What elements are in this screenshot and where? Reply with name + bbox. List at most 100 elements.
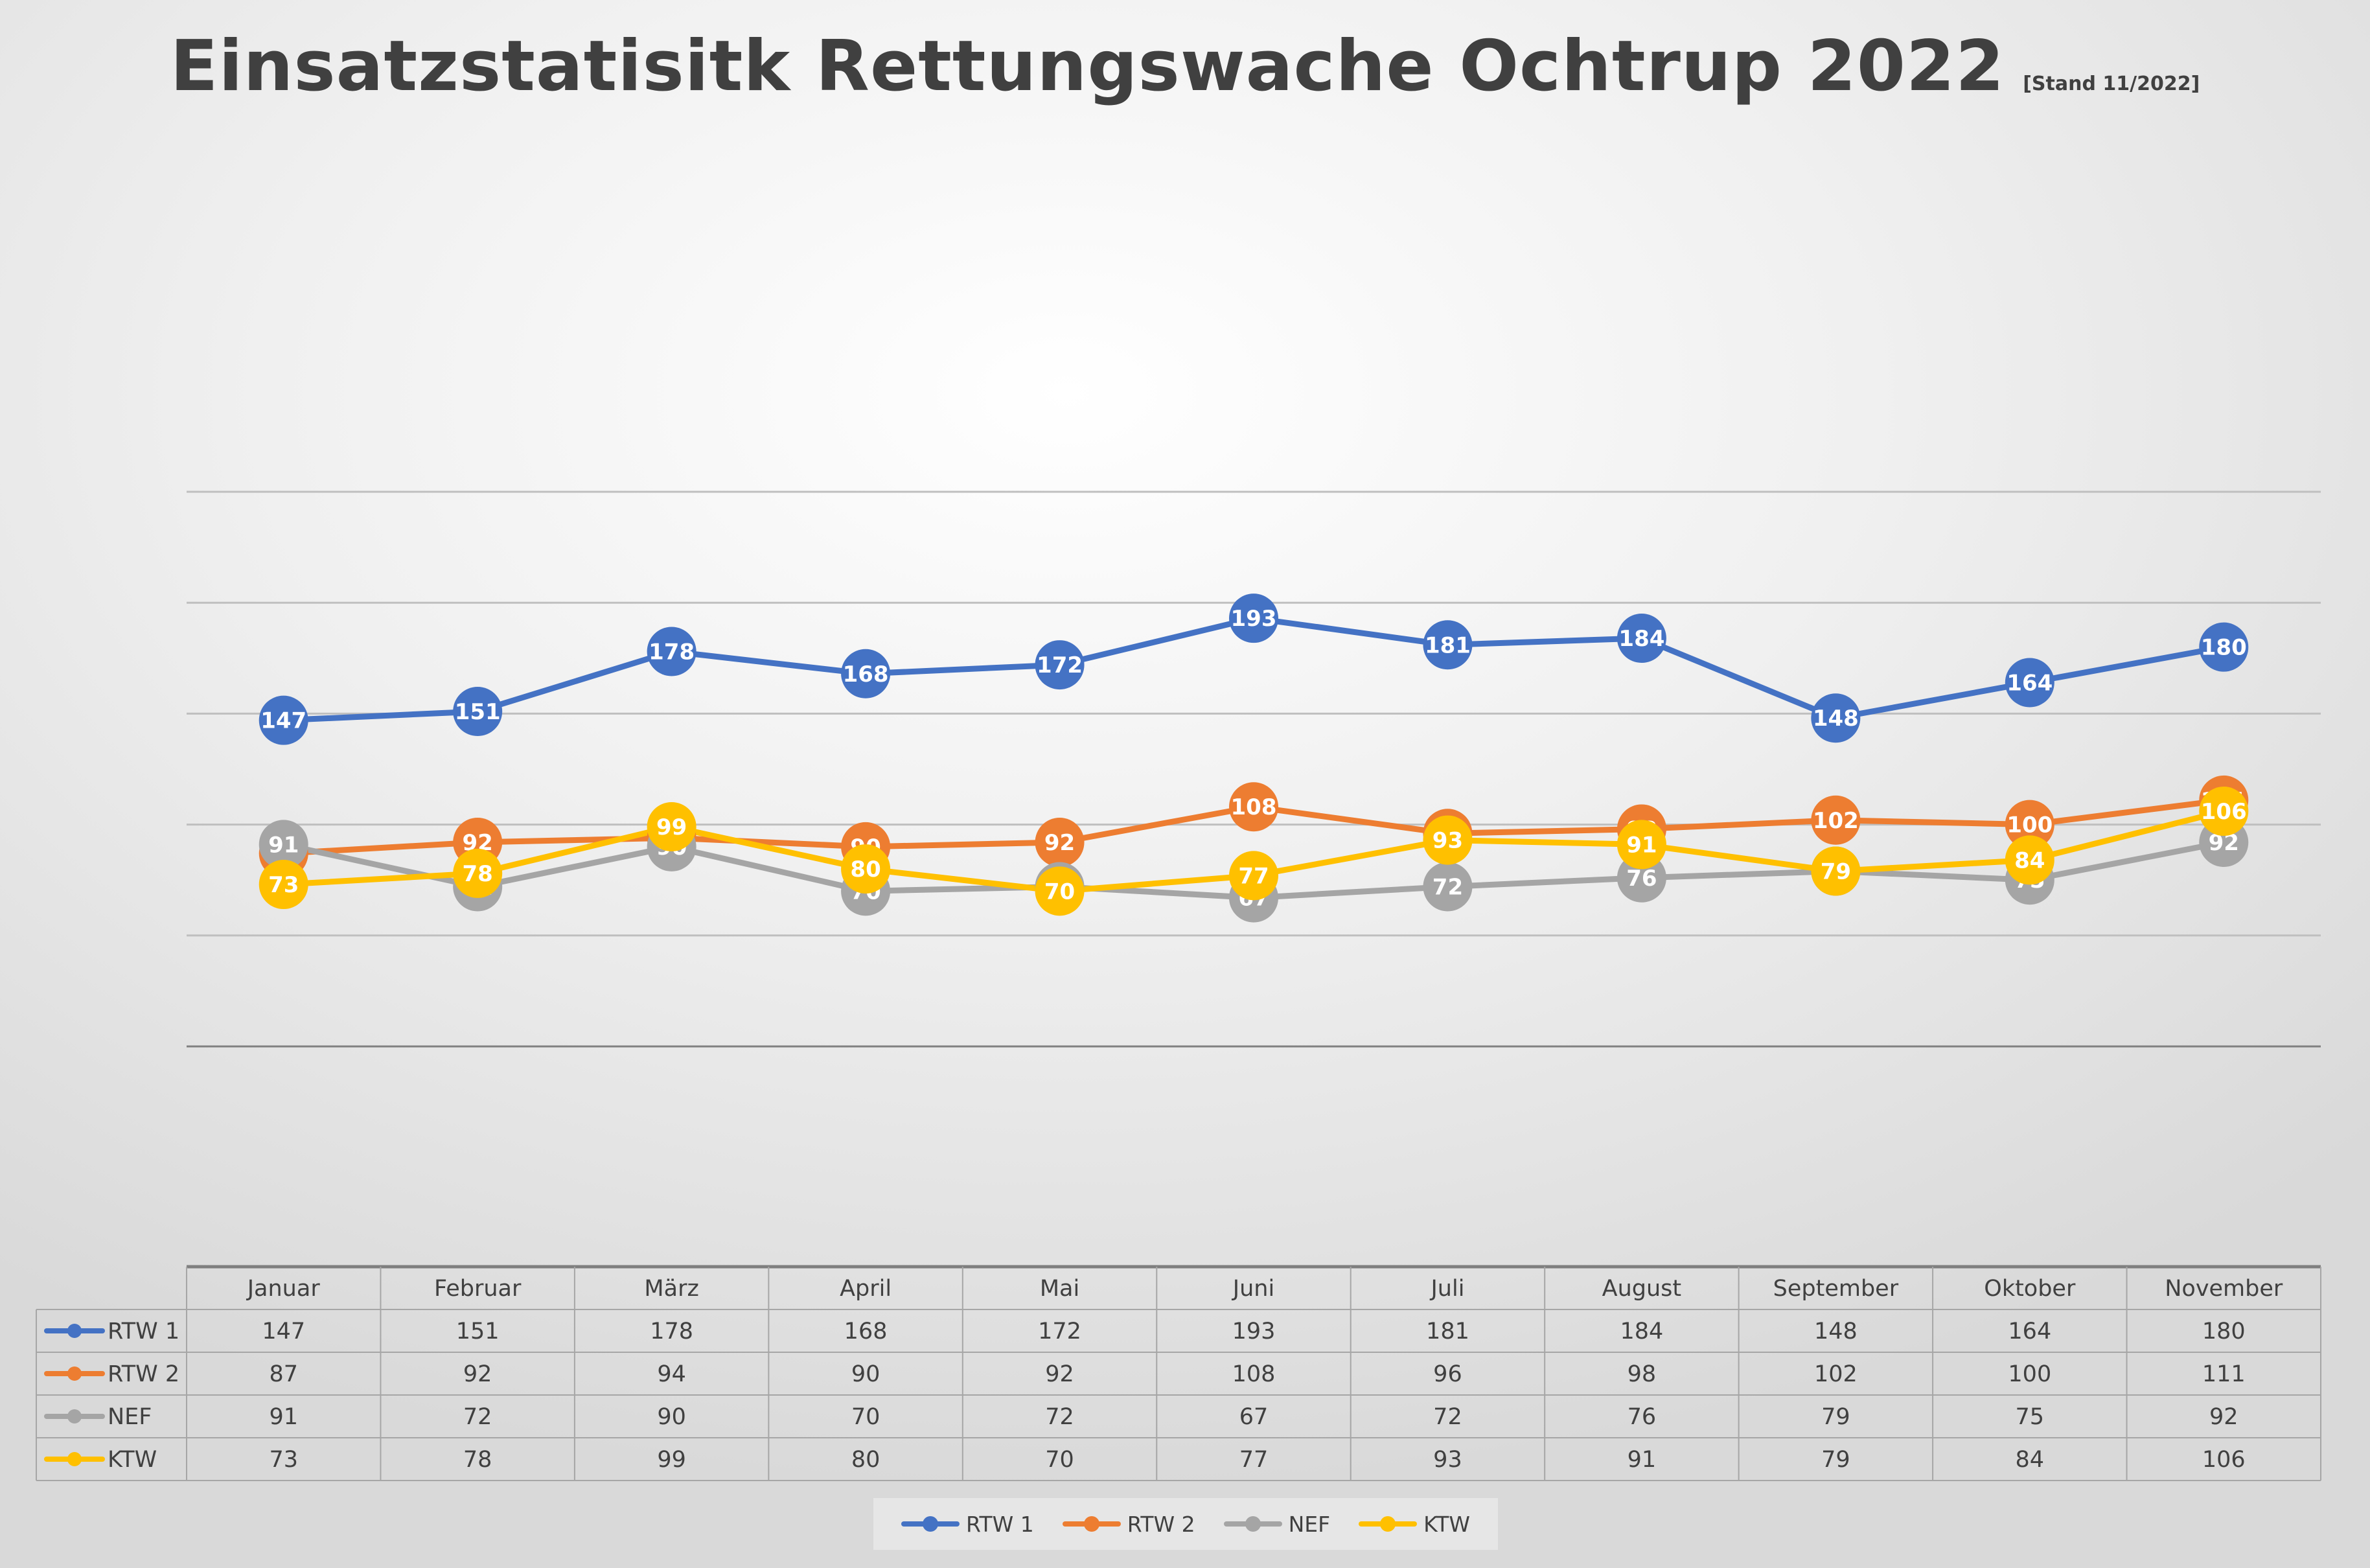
data-point	[453, 686, 503, 736]
table-header-cell: Juni	[1232, 1276, 1274, 1302]
table-header-cell: November	[2165, 1276, 2283, 1302]
data-label: 147	[260, 708, 306, 734]
table-value-cell: 78	[463, 1447, 492, 1473]
data-point	[1423, 620, 1473, 670]
data-label: 77	[1238, 863, 1269, 889]
table-value-cell: 108	[1232, 1361, 1276, 1387]
data-point	[841, 649, 891, 698]
table-value-cell: 99	[657, 1447, 686, 1473]
data-point	[1423, 862, 1473, 912]
table-value-cell: 164	[2008, 1319, 2051, 1344]
legend-swatch	[1223, 1516, 1282, 1532]
data-point	[2005, 835, 2054, 885]
table-value-cell: 91	[269, 1404, 298, 1430]
data-label: 181	[1425, 632, 1471, 658]
data-label: 70	[1044, 879, 1075, 905]
table-series-name: RTW 2	[108, 1361, 179, 1387]
data-label: 73	[268, 872, 299, 898]
data-point	[259, 860, 308, 910]
data-label: 84	[2014, 847, 2045, 873]
table-value-cell: 87	[269, 1361, 298, 1387]
table-value-cell: 178	[650, 1319, 693, 1344]
table-value-cell: 181	[1426, 1319, 1469, 1344]
table-series-name: KTW	[108, 1447, 157, 1473]
table-header-cell: September	[1773, 1276, 1899, 1302]
data-point	[259, 820, 308, 870]
table-value-cell: 172	[1038, 1319, 1081, 1344]
data-point	[1229, 594, 1278, 643]
data-point	[259, 695, 308, 745]
data-point	[1229, 782, 1278, 832]
legend-label: RTW 2	[1127, 1511, 1195, 1537]
table-value-cell: 148	[1814, 1319, 1858, 1344]
chart-subtitle: [Stand 11/2022]	[2023, 73, 2200, 95]
data-point	[1616, 613, 1666, 663]
table-header-cell: Oktober	[1984, 1276, 2076, 1302]
table-value-cell: 92	[463, 1361, 492, 1387]
table-series-swatch-marker	[67, 1366, 82, 1381]
legend-swatch	[1062, 1516, 1121, 1532]
table-header-cell: April	[840, 1276, 892, 1302]
table-value-cell: 184	[1620, 1319, 1664, 1344]
table-value-cell: 147	[262, 1319, 305, 1344]
table-value-cell: 151	[456, 1319, 500, 1344]
data-label: 193	[1231, 606, 1277, 632]
legend-item: NEF	[1223, 1511, 1331, 1537]
data-label: 108	[1231, 794, 1277, 820]
table-value-cell: 90	[851, 1361, 880, 1387]
table-value-cell: 76	[1628, 1404, 1657, 1430]
table-series-name: RTW 1	[108, 1319, 179, 1344]
data-label: 93	[1432, 828, 1463, 854]
table-value-cell: 93	[1433, 1447, 1462, 1473]
table-value-cell: 75	[2016, 1404, 2045, 1430]
legend-label: RTW 1	[965, 1511, 1034, 1537]
data-point	[841, 844, 891, 894]
table-value-cell: 111	[2202, 1361, 2246, 1387]
data-label: 106	[2201, 799, 2247, 825]
table-value-cell: 67	[1239, 1404, 1269, 1430]
chart-title-row: Einsatzstatisitk Rettungswache Ochtrup 2…	[0, 26, 2370, 107]
table-value-cell: 80	[851, 1447, 880, 1473]
data-label: 172	[1037, 652, 1083, 678]
data-label: 180	[2201, 635, 2247, 661]
data-point	[647, 627, 696, 676]
table-value-cell: 98	[1628, 1361, 1657, 1387]
table-series-name: NEF	[108, 1404, 152, 1430]
table-header-cell: Mai	[1040, 1276, 1079, 1302]
data-point	[2199, 787, 2249, 836]
table-value-cell: 79	[1821, 1404, 1850, 1430]
data-label: 91	[268, 832, 299, 858]
data-point	[2199, 622, 2249, 672]
table-value-cell: 91	[1628, 1447, 1657, 1473]
data-label: 168	[843, 662, 889, 687]
table-value-cell: 96	[1433, 1361, 1462, 1387]
table-header-cell: August	[1602, 1276, 1681, 1302]
chart-legend: RTW 1 RTW 2 NEF KTW	[873, 1498, 1498, 1550]
table-value-cell: 72	[1433, 1404, 1462, 1430]
data-label: 148	[1813, 706, 1859, 732]
table-value-cell: 168	[844, 1319, 888, 1344]
data-point	[2005, 658, 2054, 708]
table-series-swatch-marker	[67, 1324, 82, 1338]
data-label: 72	[1432, 874, 1463, 900]
data-point	[1035, 866, 1085, 916]
table-header-cell: Januar	[246, 1276, 321, 1302]
data-label: 78	[463, 861, 493, 887]
data-label: 184	[1618, 626, 1664, 652]
table-value-cell: 90	[657, 1404, 686, 1430]
legend-label: NEF	[1288, 1511, 1331, 1537]
data-label: 76	[1626, 866, 1657, 892]
table-value-cell: 102	[1814, 1361, 1858, 1387]
legend-swatch	[1359, 1516, 1418, 1532]
table-value-cell: 70	[851, 1404, 880, 1430]
table-value-cell: 77	[1239, 1447, 1269, 1473]
table-value-cell: 84	[2016, 1447, 2045, 1473]
legend-item: RTW 1	[901, 1512, 1034, 1537]
chart-title: Einsatzstatisitk Rettungswache Ochtrup 2…	[170, 26, 2005, 107]
data-label: 151	[455, 699, 501, 725]
table-header-cell: März	[644, 1276, 698, 1302]
table-value-cell: 106	[2202, 1447, 2246, 1473]
data-point	[1035, 817, 1085, 867]
table-header-cell: Juli	[1429, 1276, 1464, 1302]
